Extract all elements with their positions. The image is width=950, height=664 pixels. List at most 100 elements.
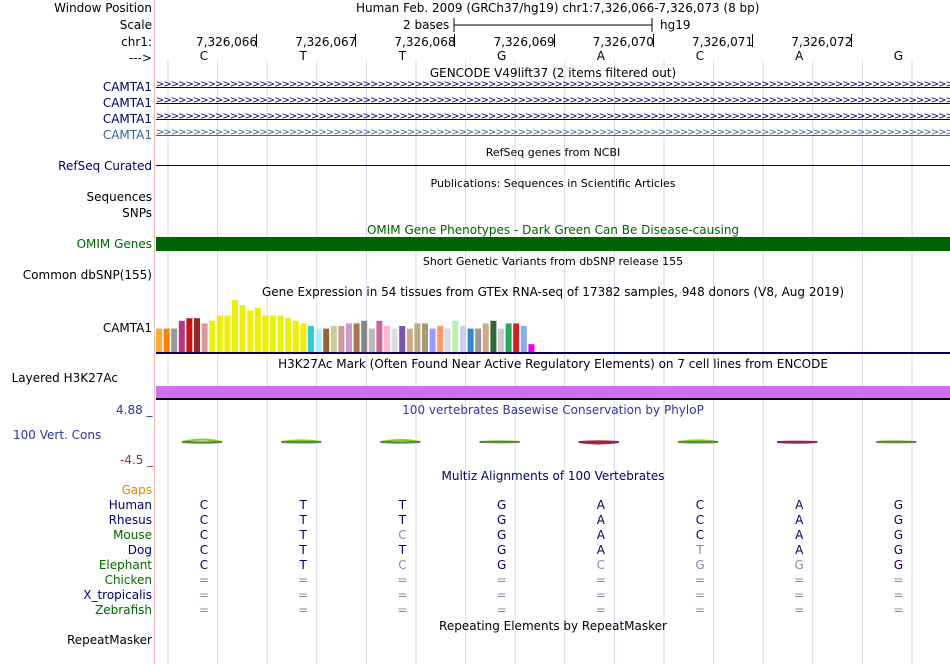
gtex-tissue-bar[interactable] [505,323,512,352]
dbsnp-label[interactable]: Common dbSNP(155) [22,268,152,282]
species-label[interactable]: X_tropicalis [83,588,152,602]
gtex-tissue-bar[interactable] [460,326,466,352]
omim-label[interactable]: OMIM Genes [76,237,152,251]
conservation-plot[interactable] [156,425,950,459]
aligned-base: A [596,498,605,512]
aligned-base: C [199,498,209,512]
gtex-tissue-bar[interactable] [156,328,162,352]
species-label[interactable]: Mouse [113,528,152,542]
omim-bar[interactable] [156,237,950,251]
gtex-tissue-bar[interactable] [490,320,497,352]
gtex-tissue-bar[interactable] [186,318,193,352]
assembly-position-text: Human Feb. 2009 (GRCh37/hg19) chr1:7,326… [356,1,760,15]
gtex-tissue-bar[interactable] [482,323,489,352]
aligned-base: A [795,498,804,512]
gtex-tissue-bar[interactable] [384,326,390,352]
gencode-transcript[interactable] [156,119,950,120]
gtex-tissue-bar[interactable] [406,328,413,352]
gtex-tissue-bar[interactable] [452,320,459,352]
gtex-tissue-bar[interactable] [444,328,451,352]
gtex-tissue-bar[interactable] [330,326,337,352]
gtex-tissue-bar[interactable] [414,323,421,352]
omim-title: OMIM Gene Phenotypes - Dark Green Can Be… [366,223,740,237]
gencode-track-label[interactable]: CAMTA1 [102,80,152,94]
gencode-track-label[interactable]: CAMTA1 [102,96,152,110]
species-label[interactable]: Human [108,498,152,512]
gtex-tissue-bar[interactable] [391,328,398,352]
gtex-tissue-bar[interactable] [361,320,368,352]
gtex-tissue-bar[interactable] [239,305,246,352]
gtex-tissue-bar[interactable] [520,326,527,352]
gtex-tissue-bar[interactable] [224,315,231,352]
gtex-tissue-bar[interactable] [308,326,314,352]
repeatmasker-label[interactable]: RepeatMasker [66,633,152,647]
gtex-tissue-bar[interactable] [209,320,216,352]
refseq-label[interactable]: RefSeq Curated [58,159,152,173]
gtex-tissue-bar[interactable] [475,328,482,352]
gencode-track-label[interactable]: CAMTA1 [102,128,152,142]
gtex-bars[interactable] [156,298,950,354]
aligned-base: T [398,513,407,527]
position-tick [355,34,357,47]
gtex-tissue-bar[interactable] [247,310,254,352]
gtex-tissue-bar[interactable] [178,320,185,352]
gtex-tissue-bar[interactable] [262,315,269,352]
gtex-tissue-bar[interactable] [513,323,520,352]
aligned-base: = [893,588,904,602]
gtex-tissue-bar[interactable] [338,326,345,352]
species-label[interactable]: Zebrafish [95,603,152,617]
gtex-tissue-bar[interactable] [429,328,436,352]
gtex-tissue-bar[interactable] [300,323,307,352]
gtex-tissue-bar[interactable] [171,328,178,352]
snps-label[interactable]: SNPs [122,206,152,220]
gtex-tissue-bar[interactable] [437,326,444,352]
gtex-tissue-bar[interactable] [277,315,284,352]
gtex-tissue-bar[interactable] [353,323,360,352]
gtex-tissue-bar[interactable] [285,318,292,352]
strand-arrows: >>>>>>>>>>>>>>>>>>>>>>>>>>>>>>>>>>>>>>>>… [156,95,950,106]
gtex-tissue-bar[interactable] [163,328,170,352]
aligned-base: = [496,588,507,602]
species-label[interactable]: Rhesus [108,513,152,527]
gtex-tissue-bar[interactable] [346,323,352,352]
gtex-tissue-bar[interactable] [194,318,200,352]
publications-label[interactable]: Sequences [86,190,152,204]
position-tick [851,34,853,47]
gtex-tissue-bar[interactable] [254,307,261,352]
chrom-label: chr1: [121,35,152,49]
aligned-base: C [398,558,407,572]
h3k27ac-bar[interactable] [156,386,950,398]
species-label[interactable]: Elephant [98,558,152,572]
aligned-base: T [299,528,307,542]
gtex-tissue-bar[interactable] [376,320,383,352]
aligned-base: C [199,558,209,572]
gencode-transcript[interactable] [156,87,950,88]
gtex-tissue-bar[interactable] [368,328,375,352]
strand-label: ---> [128,51,152,65]
gtex-tissue-bar[interactable] [399,326,406,352]
gtex-tissue-bar[interactable] [323,328,330,352]
gtex-tissue-bar[interactable] [422,323,428,352]
gtex-tissue-bar[interactable] [216,315,223,352]
gencode-track-label[interactable]: CAMTA1 [102,112,152,126]
species-label[interactable]: Chicken [104,573,152,587]
gtex-label[interactable]: CAMTA1 [102,321,152,335]
species-label[interactable]: Dog [127,543,152,557]
refseq-line[interactable] [156,165,950,166]
gtex-tissue-bar[interactable] [528,344,535,352]
gtex-tissue-bar[interactable] [498,328,504,352]
h3k27ac-label[interactable]: Layered H3K27Ac [11,371,118,385]
position-tick-label: 7,326,066 [196,35,258,49]
gtex-tissue-bar[interactable] [467,328,474,352]
gtex-tissue-bar[interactable] [201,323,208,352]
aligned-base: = [595,588,606,602]
conservation-score-mark[interactable] [281,439,322,444]
conservation-label[interactable]: 100 Vert. Cons [13,428,102,442]
gtex-tissue-bar[interactable] [232,300,238,352]
gencode-transcript[interactable] [156,135,950,136]
gtex-tissue-bar[interactable] [292,320,299,352]
gtex-tissue-bar[interactable] [270,315,276,352]
conservation-score-mark[interactable] [181,438,223,445]
gencode-transcript[interactable] [156,103,950,104]
gtex-tissue-bar[interactable] [315,328,322,352]
